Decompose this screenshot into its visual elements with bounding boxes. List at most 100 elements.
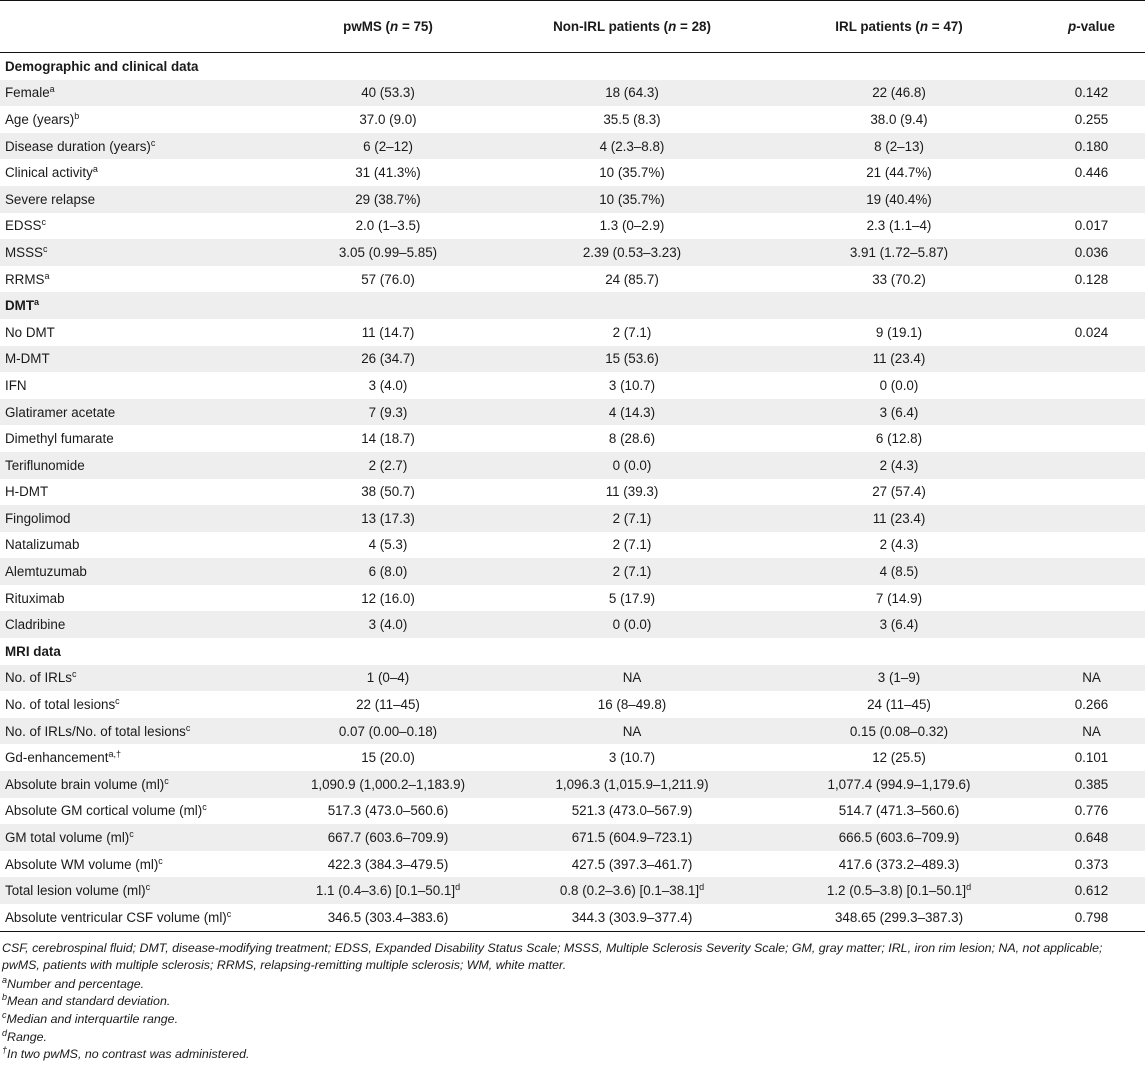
cell-non-irl: 0 (0.0) xyxy=(504,611,760,639)
section-heading: MRI data xyxy=(5,643,61,659)
cell-pwms: 31 (41.3%) xyxy=(355,165,421,181)
row-label: No. of IRLsc xyxy=(0,664,272,692)
cell-irl: 348.65 (299.3–387.3) xyxy=(760,904,1038,932)
row-label: MSSSc xyxy=(0,239,272,266)
cell-non-irl: 24 (85.7) xyxy=(605,271,659,287)
cell-non-irl: 2.39 (0.53–3.23) xyxy=(504,239,760,266)
cell-pwms: 40 (53.3) xyxy=(272,79,504,107)
table-row: M-DMT 26 (34.7) 15 (53.6) 11 (23.4) xyxy=(0,345,1145,373)
table-row: H-DMT 38 (50.7) 11 (39.3) 27 (57.4) xyxy=(0,479,1145,506)
cell-non-irl: 8 (28.6) xyxy=(608,431,656,447)
table-row: Fingolimod 13 (17.3) 2 (7.1) 11 (23.4) xyxy=(0,505,1145,532)
table-row: EDSSc 2.0 (1–3.5) 1.3 (0–2.9) 2.3 (1.1–4) 0.… xyxy=(0,213,1145,240)
cell-p-value xyxy=(1038,398,1145,426)
cell-pwms: 667.7 (603.6–709.9) xyxy=(272,824,504,851)
cell-pwms: 29 (38.7%) xyxy=(272,185,504,213)
cell-p-value: NA xyxy=(1038,664,1145,692)
cell-p-value: 0.024 xyxy=(1074,324,1109,340)
table-row: Absolute WM volume (ml)c 422.3 (384.3–479… xyxy=(0,851,1145,878)
row-label: Absolute brain volume (ml)c xyxy=(0,771,272,798)
table-row: Alemtuzumab 6 (8.0) 2 (7.1) 4 (8.5) xyxy=(0,558,1145,585)
cell-p-value xyxy=(1038,185,1145,213)
cell-pwms: 4 (5.3) xyxy=(368,537,408,553)
table-row: MSSSc 3.05 (0.99–5.85) 2.39 (0.53–3.23) 3.9… xyxy=(0,239,1145,266)
table-row: Absolute GM cortical volume (ml)c 517.3 (… xyxy=(0,798,1145,825)
cell-irl: 417.6 (373.2–489.3) xyxy=(838,856,960,872)
cell-non-irl: 10 (35.7%) xyxy=(504,185,760,213)
cell-pwms: 14 (18.7) xyxy=(361,431,415,447)
section-row: Demographic and clinical data xyxy=(0,53,1145,80)
cell-p-value: 0.017 xyxy=(1074,218,1109,234)
cell-non-irl: 11 (39.3) xyxy=(605,484,659,500)
footnote-item: bMean and standard deviation. xyxy=(2,992,171,1009)
row-label: EDSSc xyxy=(5,217,46,234)
table-body: Demographic and clinical data Femalea 40 (… xyxy=(0,53,1145,932)
cell-non-irl: 427.5 (397.3–461.7) xyxy=(571,856,693,872)
table-row: Cladribine 3 (4.0) 0 (0.0) 3 (6.4) xyxy=(0,611,1145,639)
table-row: Disease duration (years)c 6 (2–12) 4 (2.3–… xyxy=(0,132,1145,160)
cell-p-value: 0.128 xyxy=(1074,271,1109,287)
cell-irl: 6 (12.8) xyxy=(875,431,923,447)
cell-p-value: 0.036 xyxy=(1038,239,1145,266)
cell-non-irl: 1.3 (0–2.9) xyxy=(599,218,665,234)
cell-irl: 514.7 (471.3–560.6) xyxy=(838,803,960,819)
table-row: RRMSa 57 (76.0) 24 (85.7) 33 (70.2) 0.128 xyxy=(0,266,1145,293)
table-row: Natalizumab 4 (5.3) 2 (7.1) 2 (4.3) xyxy=(0,532,1145,559)
cell-p-value: 0.180 xyxy=(1038,132,1145,160)
row-label: IFN xyxy=(5,377,27,393)
footnote-list: aNumber and percentage. bMean and standar… xyxy=(2,975,1143,1064)
cell-p-value xyxy=(1038,479,1145,506)
cell-p-value xyxy=(1038,611,1145,639)
footnote-item: cMedian and interquartile range. xyxy=(2,1009,179,1026)
cell-pwms: 11 (14.7) xyxy=(361,324,415,340)
cell-pwms: 1.1 (0.4–3.6) [0.1–50.1]d xyxy=(272,877,504,904)
cell-p-value: 0.776 xyxy=(1074,803,1109,819)
cell-pwms: 2.0 (1–3.5) xyxy=(355,218,421,234)
row-label: Age (years)b xyxy=(5,110,80,127)
cell-pwms: 13 (17.3) xyxy=(272,505,504,532)
cell-p-value xyxy=(1038,532,1145,559)
table-row: No DMT 11 (14.7) 2 (7.1) 9 (19.1) 0.024 xyxy=(0,319,1145,346)
cell-pwms: 2 (2.7) xyxy=(272,451,504,479)
row-label: Fingolimod xyxy=(0,505,272,532)
cell-non-irl: 2 (7.1) xyxy=(612,324,652,340)
cell-non-irl: 3 (10.7) xyxy=(608,377,656,393)
cell-non-irl: 15 (53.6) xyxy=(504,345,760,373)
cell-pwms: 6 (8.0) xyxy=(272,558,504,585)
cell-irl: 19 (40.4%) xyxy=(760,185,1038,213)
row-label: Cladribine xyxy=(0,611,272,639)
row-label: Absolute GM cortical volume (ml)c xyxy=(5,802,207,819)
cell-p-value: 0.385 xyxy=(1038,771,1145,798)
cell-pwms: 3 (4.0) xyxy=(368,377,408,393)
cell-pwms: 57 (76.0) xyxy=(361,271,415,287)
cell-p-value xyxy=(1038,451,1145,479)
cell-pwms: 38 (50.7) xyxy=(361,484,415,500)
row-label: Disease duration (years)c xyxy=(0,132,272,160)
cell-p-value: NA xyxy=(1038,717,1145,745)
table-row: Absolute ventricular CSF volume (ml)c 346… xyxy=(0,904,1145,932)
row-label: Gd-enhancementa,† xyxy=(5,749,121,766)
section-row: MRI data xyxy=(0,638,1145,665)
cell-irl: 2 (4.3) xyxy=(760,451,1038,479)
row-label: Natalizumab xyxy=(5,537,80,553)
cell-non-irl: NA xyxy=(504,664,760,692)
cell-non-irl: 5 (17.9) xyxy=(608,590,656,606)
cell-irl: 3 (1–9) xyxy=(760,664,1038,692)
row-label: M-DMT xyxy=(0,345,272,373)
cell-non-irl: 671.5 (604.9–723.1) xyxy=(504,824,760,851)
cell-irl: 0.15 (0.08–0.32) xyxy=(760,717,1038,745)
table-page: pwMS (n = 75) Non-IRL patients (n = 28) … xyxy=(0,0,1145,1064)
row-label: H-DMT xyxy=(5,484,49,500)
section-heading: DMTa xyxy=(0,292,1145,319)
cell-pwms: 3.05 (0.99–5.85) xyxy=(272,239,504,266)
cell-non-irl: 521.3 (473.0–567.9) xyxy=(571,803,693,819)
cell-non-irl: 0.8 (0.2–3.6) [0.1–38.1]d xyxy=(504,877,760,904)
cell-pwms: 3 (4.0) xyxy=(272,611,504,639)
row-label: Absolute ventricular CSF volume (ml)c xyxy=(0,904,272,932)
cell-p-value: 0.101 xyxy=(1074,750,1109,766)
row-label: No. of IRLs/No. of total lesionsc xyxy=(0,717,272,745)
cell-irl: 1,077.4 (994.9–1,179.6) xyxy=(760,771,1038,798)
table-row: No. of IRLsc 1 (0–4) NA 3 (1–9) NA xyxy=(0,664,1145,692)
table-header: pwMS (n = 75) Non-IRL patients (n = 28) … xyxy=(0,0,1145,53)
cell-p-value: 0.798 xyxy=(1038,904,1145,932)
